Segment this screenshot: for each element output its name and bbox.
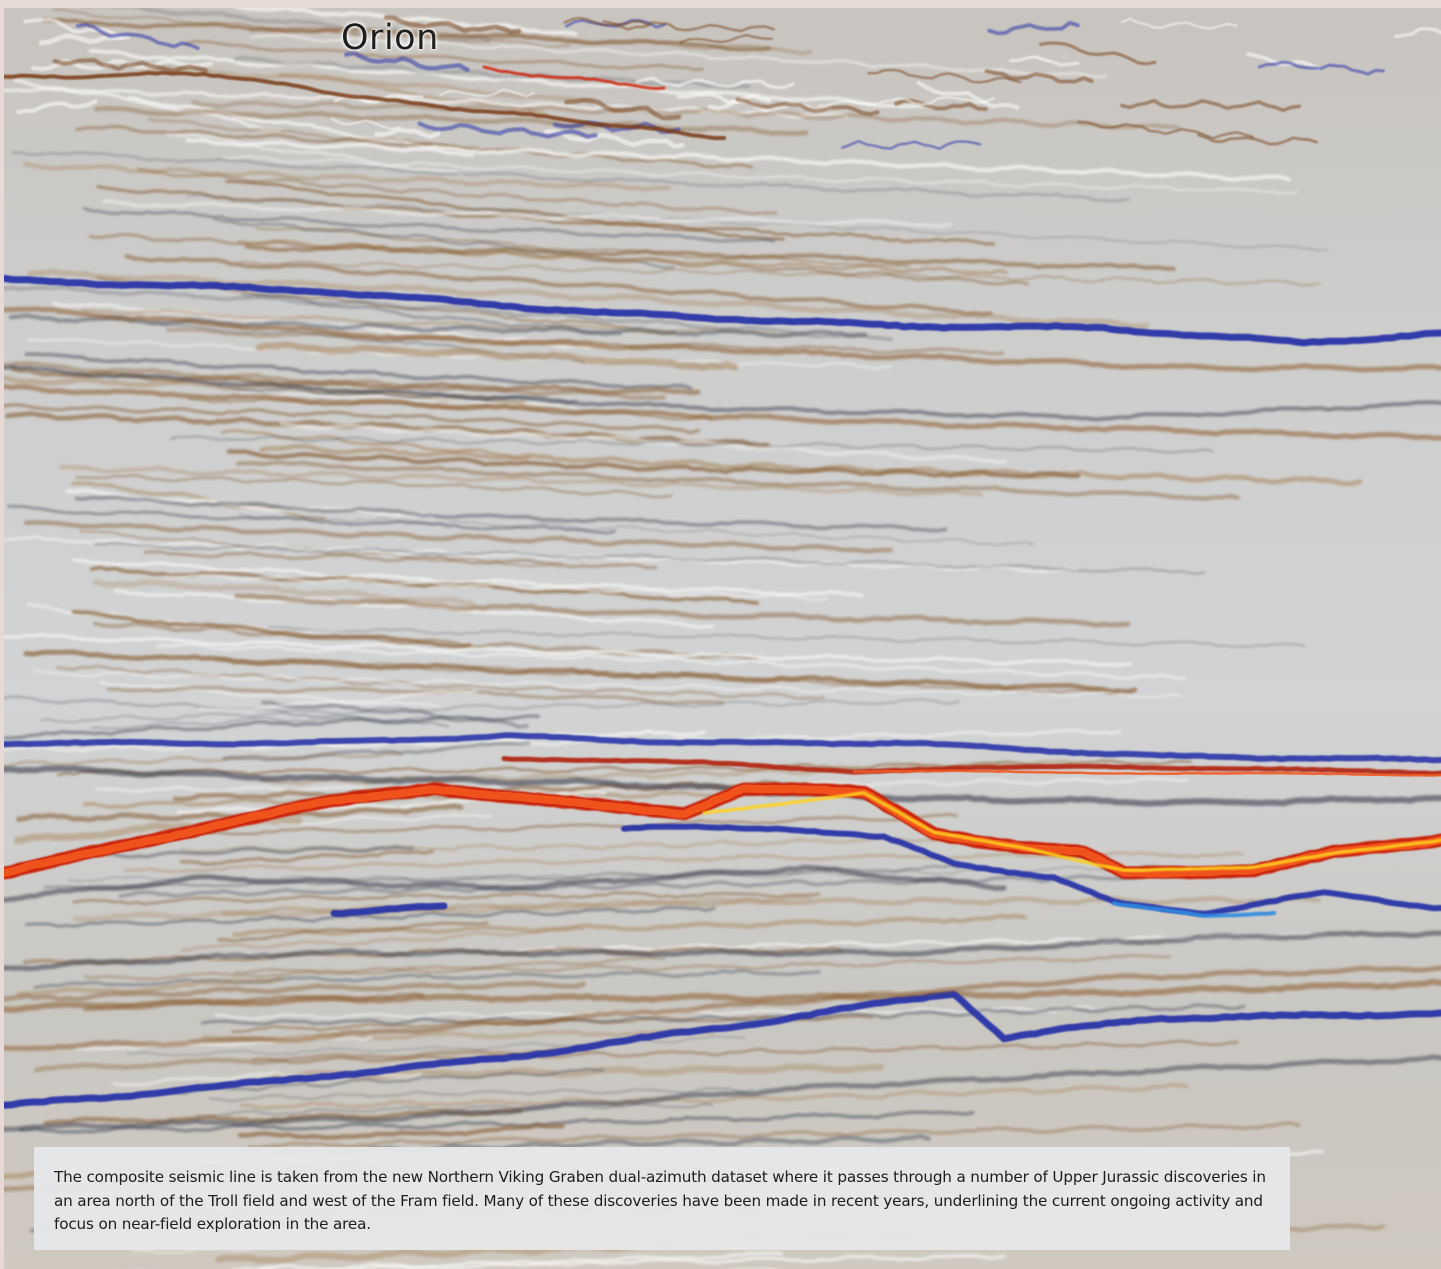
seismic-section-image: Orion xyxy=(4,8,1441,1269)
seismic-section-graphic xyxy=(4,8,1441,1269)
caption-box: The composite seismic line is taken from… xyxy=(34,1147,1290,1250)
well-label-orion: Orion xyxy=(341,18,439,58)
caption-text: The composite seismic line is taken from… xyxy=(54,1168,1266,1233)
